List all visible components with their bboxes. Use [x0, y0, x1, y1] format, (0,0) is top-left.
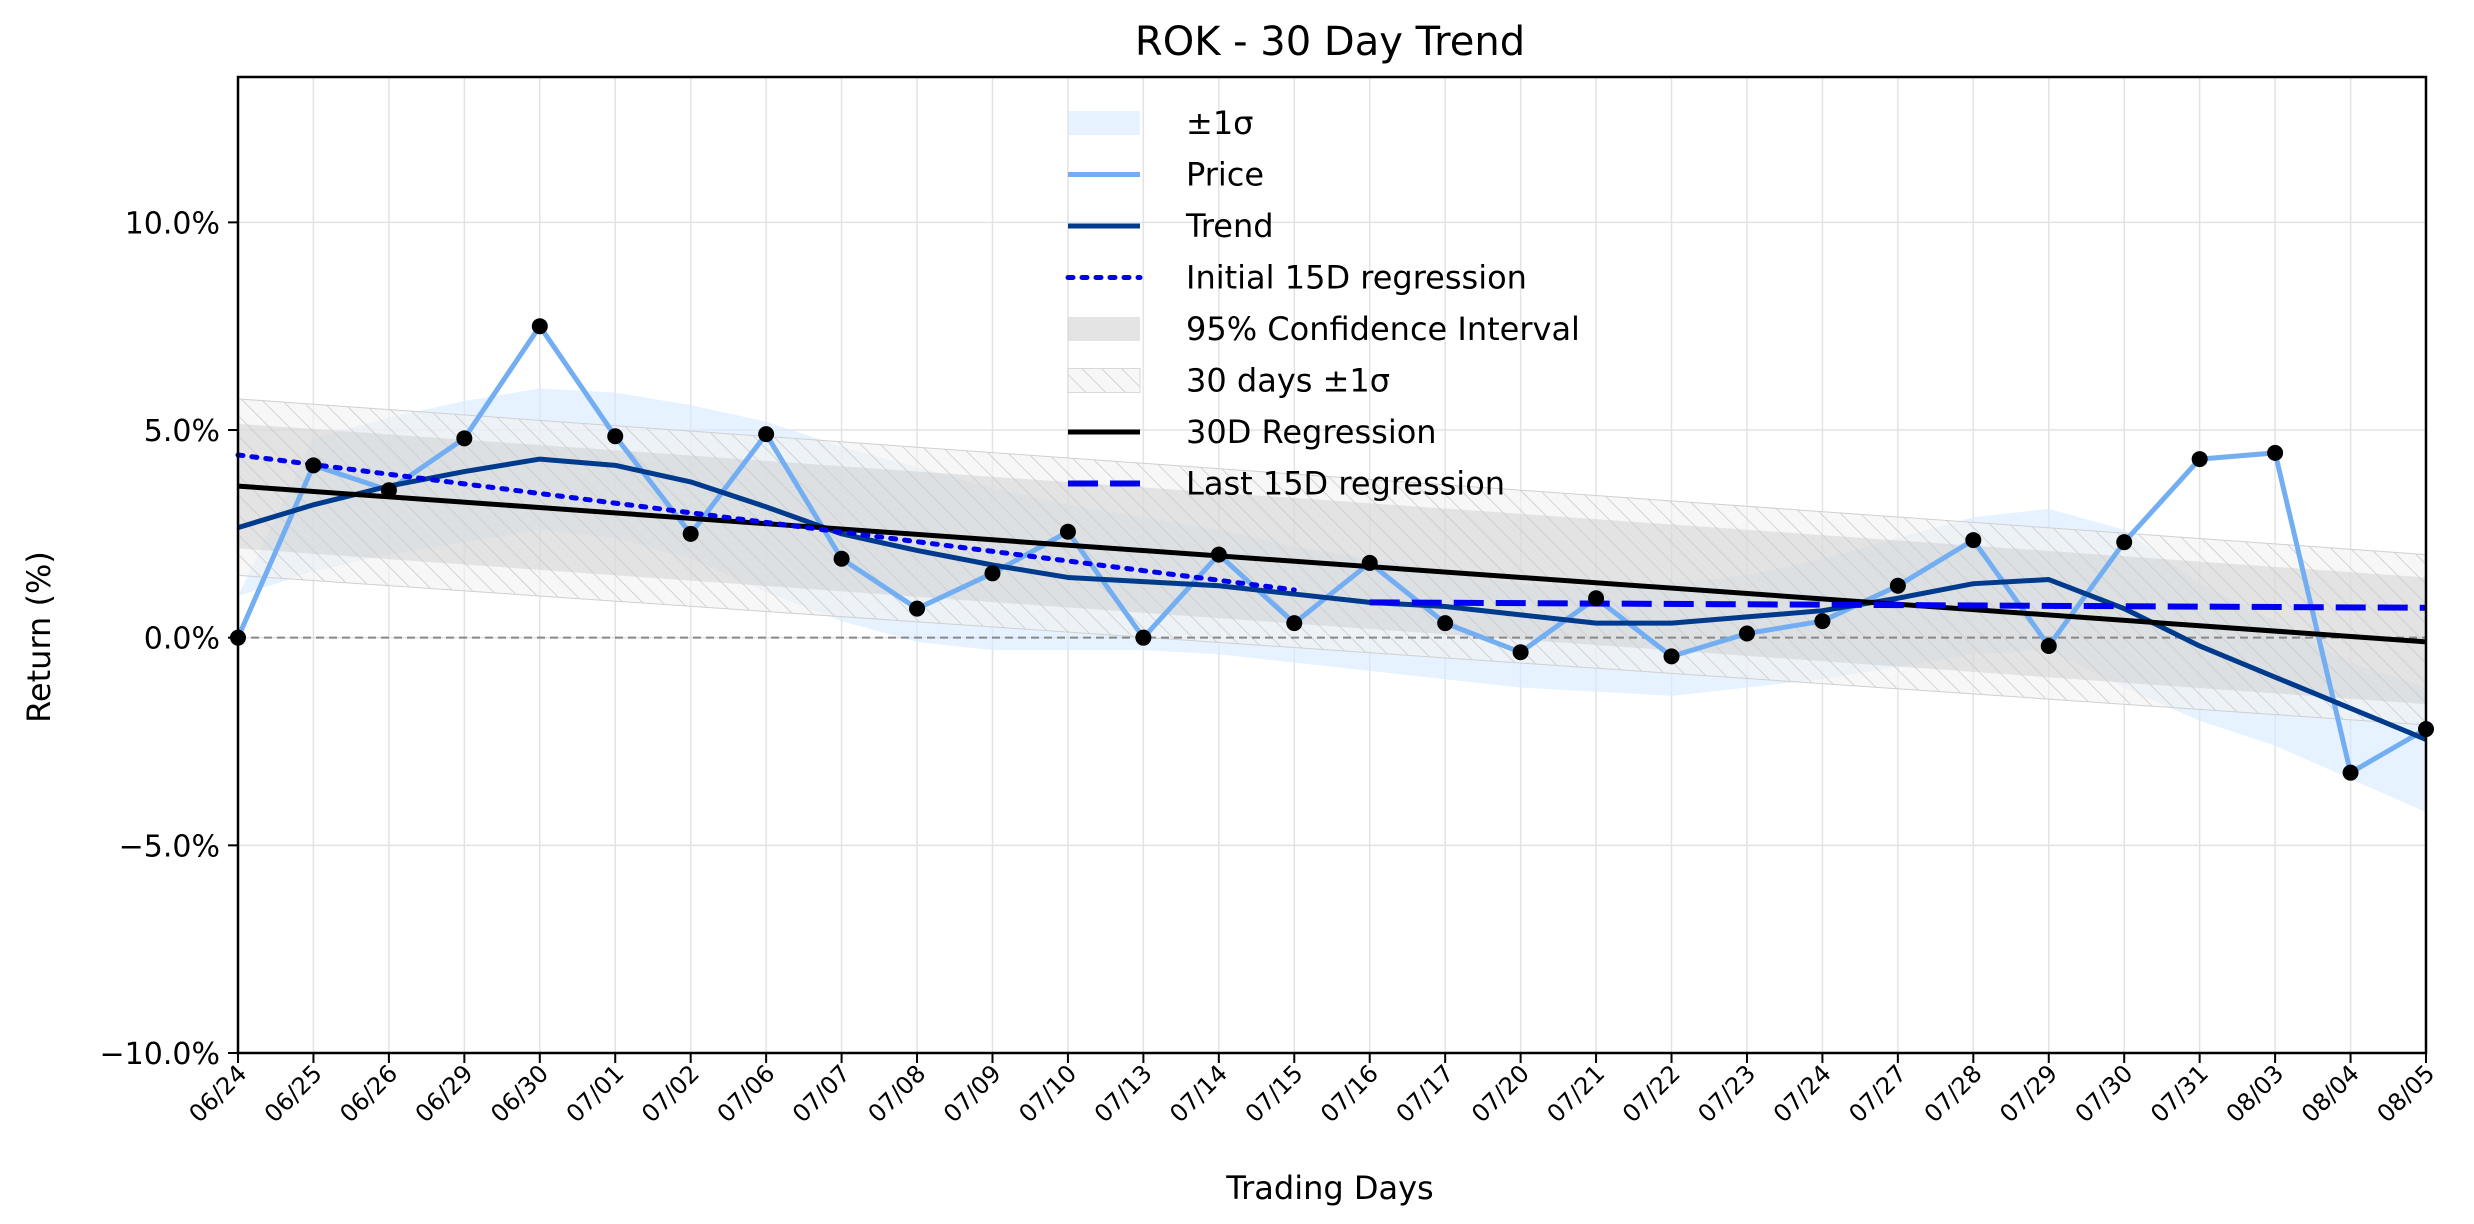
x-tick-label: 07/02: [636, 1059, 705, 1128]
legend-item: 95% Confidence Interval: [1068, 310, 1580, 348]
legend-label: 95% Confidence Interval: [1186, 310, 1580, 348]
price-point: [1210, 546, 1227, 563]
x-tick-label: 07/07: [787, 1059, 856, 1128]
x-tick-label: 06/26: [334, 1059, 403, 1128]
price-point: [833, 550, 850, 567]
x-tick-label: 07/23: [1692, 1059, 1761, 1128]
initial-regression-line: [235, 452, 1297, 593]
price-point: [1512, 644, 1529, 661]
y-tick-label: 5.0%: [144, 414, 220, 449]
legend-label: Trend: [1185, 207, 1274, 245]
price-point: [1965, 532, 1982, 549]
price-point: [682, 525, 699, 542]
x-tick-label: 07/28: [1919, 1059, 1988, 1128]
price-point: [2267, 444, 2284, 461]
legend-item: 30D Regression: [1068, 413, 1437, 451]
price-point: [2191, 451, 2208, 468]
x-tick-label: 06/30: [485, 1059, 554, 1128]
price-point: [380, 482, 397, 499]
price-point: [1663, 648, 1680, 665]
x-tick-label: 07/20: [1466, 1059, 1535, 1128]
x-tick-label: 07/24: [1768, 1059, 1837, 1128]
price-point: [1286, 615, 1303, 632]
legend-swatch: [1067, 368, 1141, 393]
x-tick-label: 07/09: [938, 1059, 1007, 1128]
price-point: [305, 457, 322, 474]
x-tick-label: 07/29: [1994, 1059, 2063, 1128]
y-tick-label: 10.0%: [125, 206, 220, 241]
legend-item: Trend: [1068, 207, 1274, 245]
x-tick-label: 07/22: [1617, 1059, 1686, 1128]
price-point: [1588, 590, 1605, 607]
x-tick-label: 06/29: [410, 1059, 479, 1128]
x-tick-label: 07/06: [712, 1059, 781, 1128]
x-tick-label: 07/01: [561, 1059, 630, 1128]
thirty-day-regression-line: [237, 483, 2427, 645]
legend-item: Price: [1068, 156, 1264, 194]
x-tick-label: 07/16: [1315, 1059, 1384, 1128]
y-tick-label: 0.0%: [144, 622, 220, 657]
last-regression-line: [1369, 599, 2427, 611]
price-point: [2040, 637, 2057, 654]
price-point: [1814, 613, 1831, 630]
x-tick-label: 06/25: [259, 1059, 328, 1128]
legend-label: 30 days ±1σ: [1186, 362, 1390, 400]
price-point: [1889, 577, 1906, 594]
x-axis-label: Trading Days: [1225, 1169, 1433, 1207]
legend-item: Last 15D regression: [1068, 465, 1505, 503]
legend-item: Initial 15D regression: [1065, 259, 1527, 297]
price-point: [909, 600, 926, 617]
price-point: [758, 426, 775, 443]
legend-label: Price: [1186, 156, 1264, 194]
plot-frame: [236, 75, 2428, 1055]
price-point: [1059, 523, 1076, 540]
price-point: [1135, 629, 1152, 646]
legend-label: Last 15D regression: [1186, 465, 1505, 503]
x-tick-label: 07/31: [2145, 1059, 2214, 1128]
x-tick-label: 07/10: [1013, 1059, 1082, 1128]
y-tick-label: −10.0%: [100, 1037, 220, 1072]
legend-label: 30D Regression: [1186, 413, 1437, 451]
chart-title: ROK - 30 Day Trend: [1135, 19, 1525, 65]
price-point: [456, 430, 473, 447]
x-tick-label: 08/04: [2296, 1059, 2365, 1128]
price-point: [2116, 534, 2133, 551]
x-tick-label: 08/03: [2221, 1059, 2290, 1128]
price-point: [1361, 554, 1378, 571]
x-tick-label: 07/14: [1164, 1059, 1233, 1128]
legend-item: 30 days ±1σ: [1067, 362, 1390, 400]
x-tick-label: 07/13: [1089, 1059, 1158, 1128]
price-point: [1437, 615, 1454, 632]
y-axis-label: Return (%): [20, 551, 58, 723]
legend-label: ±1σ: [1186, 104, 1253, 142]
x-tick-label: 07/21: [1542, 1059, 1611, 1128]
price-point: [1738, 625, 1755, 642]
y-tick-label: −5.0%: [119, 829, 220, 864]
legend-item: ±1σ: [1068, 104, 1253, 142]
price-point: [607, 428, 624, 445]
legend-swatch: [1068, 111, 1140, 135]
x-tick-label: 07/17: [1391, 1059, 1460, 1128]
legend-swatch: [1068, 317, 1140, 341]
price-point: [2342, 764, 2359, 781]
price-point: [531, 318, 548, 335]
price-point: [984, 565, 1001, 582]
x-tick-label: 07/30: [2070, 1059, 2139, 1128]
x-tick-label: 07/08: [863, 1059, 932, 1128]
price-line: [235, 323, 2428, 776]
x-tick-label: 07/15: [1240, 1059, 1309, 1128]
trend-line: [237, 456, 2427, 742]
legend-label: Initial 15D regression: [1186, 259, 1527, 297]
x-tick-label: 07/27: [1843, 1059, 1912, 1128]
legend: ±1σ Price Trend Initial 15D regression 95% C…: [1065, 104, 1580, 503]
x-tick-label: 08/05: [2372, 1059, 2441, 1128]
